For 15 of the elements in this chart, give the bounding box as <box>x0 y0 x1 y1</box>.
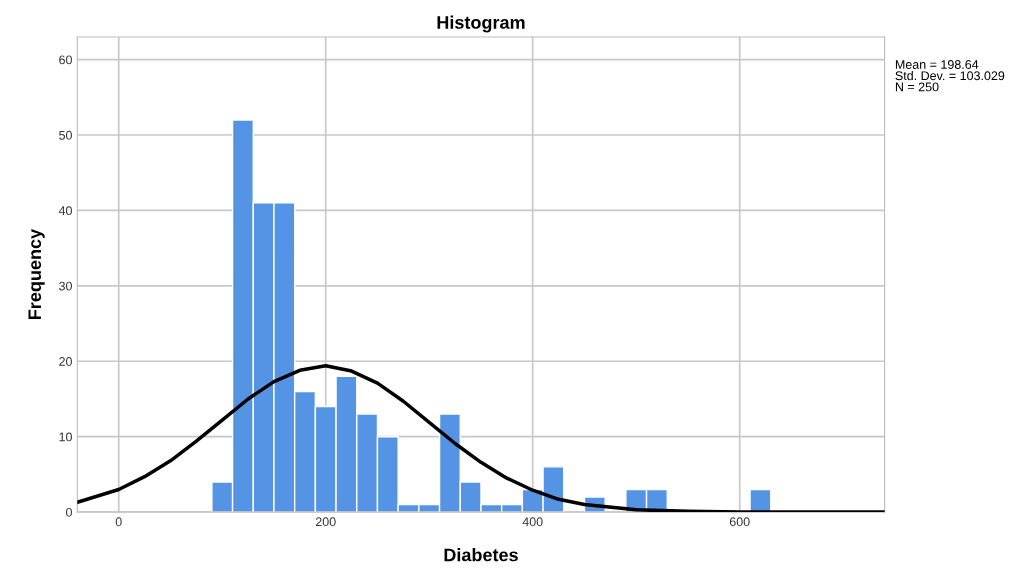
chart-title: Histogram <box>437 15 525 33</box>
x-tick-label: 400 <box>522 517 543 527</box>
y-tick-label: 40 <box>58 206 72 216</box>
x-tick-label: 200 <box>315 517 336 527</box>
y-tick-label: 20 <box>59 357 72 366</box>
y-tick-label: 60 <box>59 55 72 65</box>
x-axis-title: Diabetes <box>444 548 518 562</box>
x-tick-label: 0 <box>115 517 122 527</box>
y-axis-title: Frequency <box>28 228 45 319</box>
text: Mean = 198.64 Std. Dev. = 103.029 N = 250 <box>895 60 1005 92</box>
y-tick-label: 10 <box>59 432 72 442</box>
y-tick-label: 50 <box>59 130 72 140</box>
x-tick-label: 600 <box>729 517 750 527</box>
y-tick-label: 0 <box>66 507 72 517</box>
y-tick-label: 30 <box>59 281 72 291</box>
